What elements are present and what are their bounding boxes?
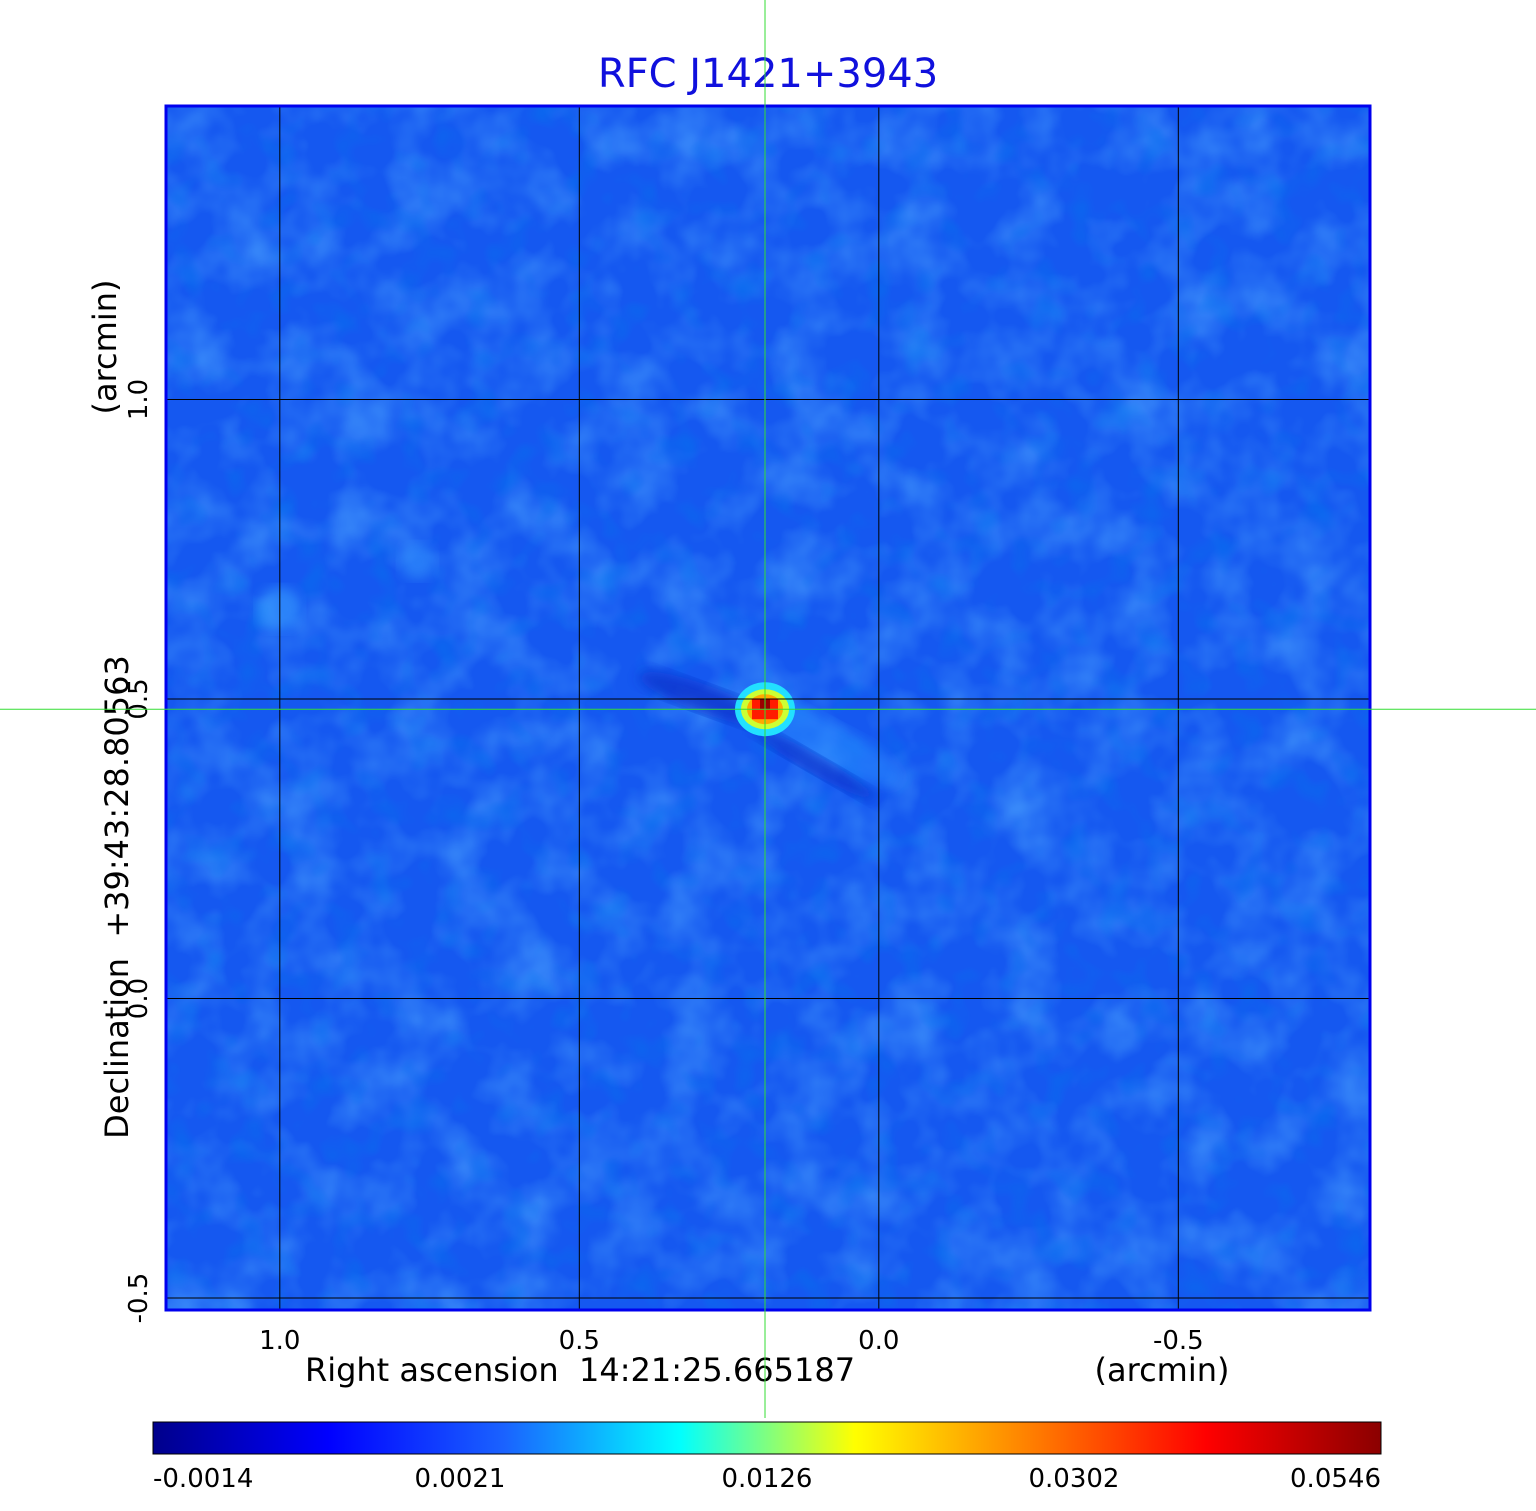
colorbar-tick-labels: -0.0014 0.0021 0.0126 0.0302 0.0546 [153,1464,1381,1494]
colorbar-tick-label: -0.0014 [153,1464,253,1494]
faint-feature [399,543,436,580]
colorbar-tick-label: 0.0546 [1290,1464,1381,1494]
colorbar [152,1421,1382,1455]
colorbar-tick-label: 0.0302 [1029,1464,1120,1494]
y-axis-unit: (arcmin) [86,280,124,415]
crosshair [0,0,1536,1418]
chart-title: RFC J1421+3943 [598,51,938,97]
x-tick-label: 0.0 [858,1326,899,1356]
grid-lines [166,106,1370,1310]
x-tick-label: 0.5 [559,1326,600,1356]
y-tick-label: 0.5 [124,678,154,719]
colorbar-tick-label: 0.0021 [415,1464,506,1494]
x-axis-label: Right ascension 14:21:25.665187 [305,1351,855,1389]
y-tick-label: 0.0 [124,978,154,1019]
x-tick-label: 1.0 [259,1326,300,1356]
x-tick-label: -0.5 [1153,1326,1204,1356]
plot-frame [164,104,1372,1312]
y-tick-labels: 1.0 0.5 0.0 -0.5 [124,379,154,1324]
y-tick-label: -0.5 [124,1273,154,1324]
x-axis-unit: (arcmin) [1095,1351,1230,1389]
colorbar-tick-label: 0.0126 [722,1464,813,1494]
negative-sidelobe [754,728,876,801]
plot-area [166,106,1370,1310]
y-tick-label: 1.0 [124,379,154,420]
x-tick-labels: 1.0 0.5 0.0 -0.5 [259,1326,1204,1356]
y-axis-label: Declination +39:43:28.80563 [98,655,136,1139]
